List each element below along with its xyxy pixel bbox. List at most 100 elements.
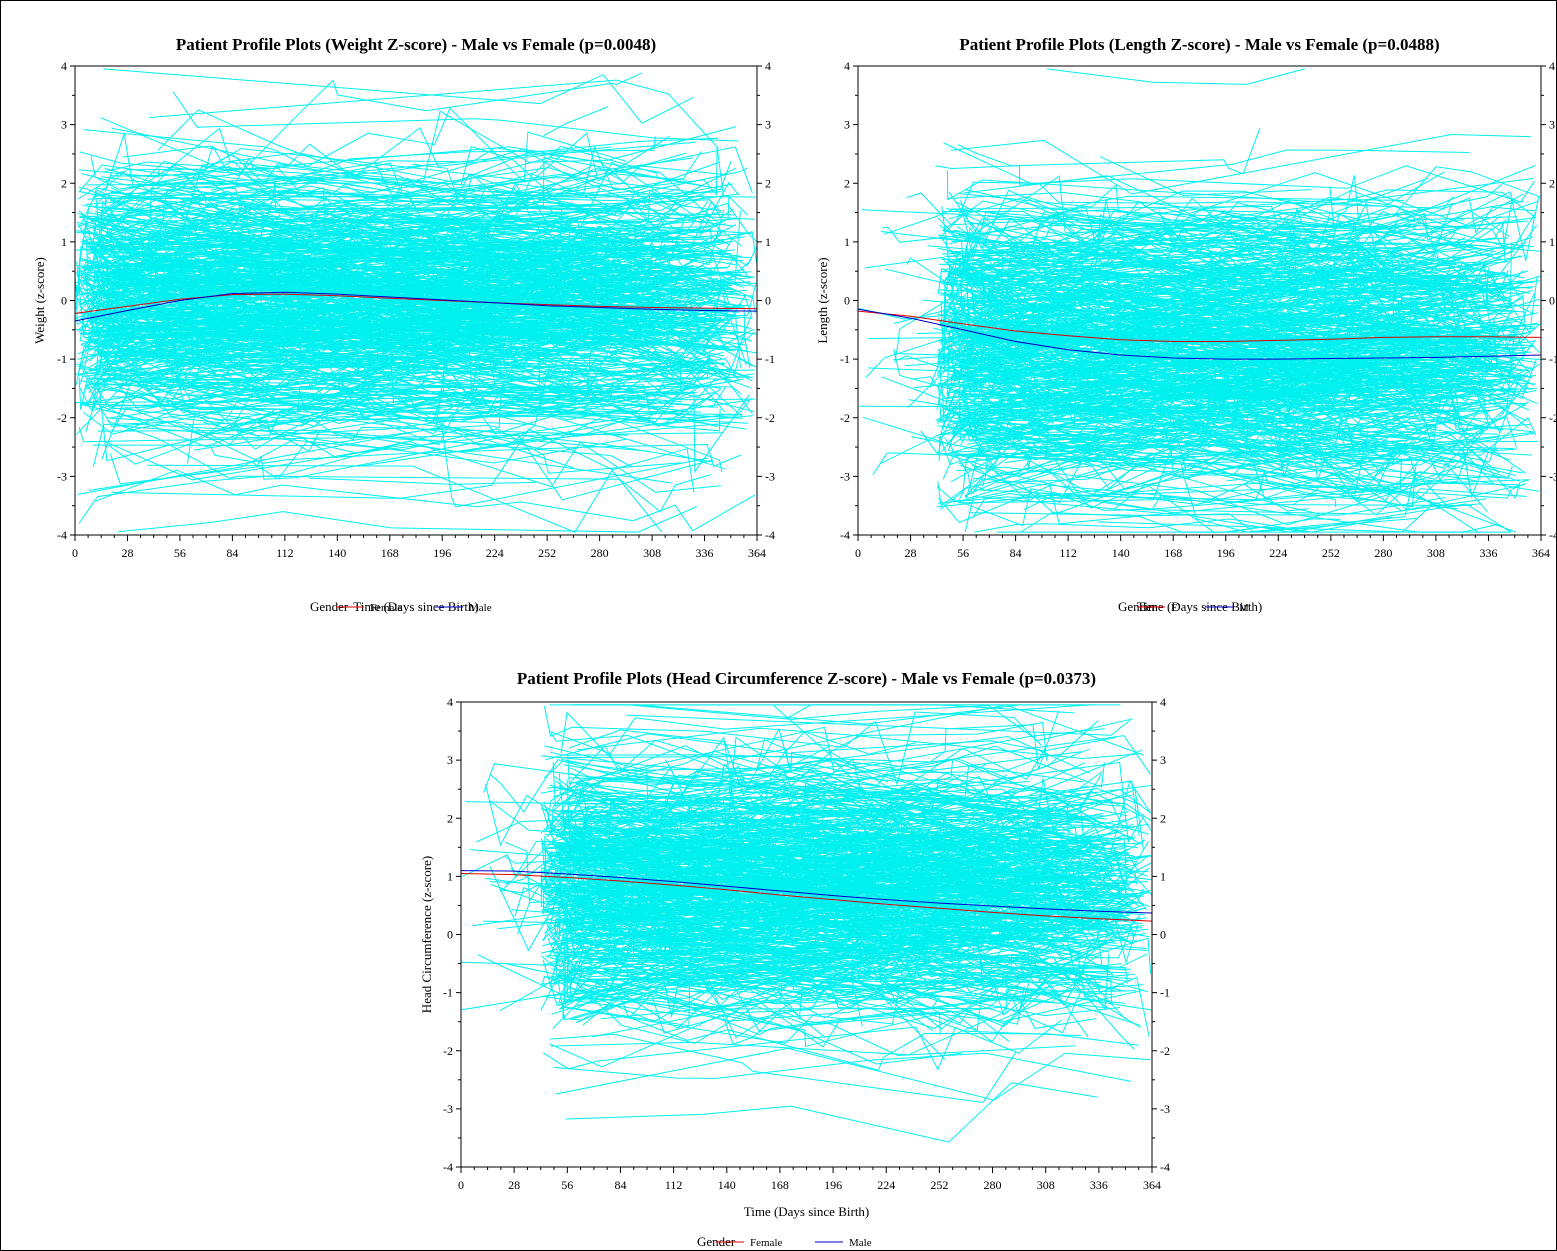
profile-line	[97, 413, 731, 453]
profile-line	[160, 369, 721, 432]
profile-line	[109, 326, 498, 374]
profile-line	[109, 313, 735, 362]
profile-line	[940, 322, 1424, 362]
y-axis-label: Weight (z-score)	[32, 257, 47, 344]
profile-line	[1112, 233, 1480, 289]
profile-line	[936, 439, 1371, 508]
chart-title: Patient Profile Plots (Weight Z-score) -…	[176, 35, 656, 54]
y-tick-label-right: 2	[1160, 811, 1166, 825]
profile-line	[269, 278, 711, 345]
profile-line	[1115, 197, 1536, 255]
profile-line	[553, 904, 1143, 934]
profile-line	[914, 373, 1324, 403]
profile-line	[556, 951, 1114, 1004]
profile-line	[558, 964, 999, 1009]
y-tick-label: 3	[844, 118, 850, 132]
profile-line	[111, 337, 740, 410]
profile-line	[549, 875, 1084, 930]
y-tick-label-right: -4	[1549, 528, 1557, 542]
profile-line	[540, 875, 1110, 1011]
profile-line	[947, 241, 1538, 335]
profile-line	[482, 896, 1127, 963]
profile-line	[628, 704, 1134, 742]
profile-line	[772, 704, 1048, 761]
profile-line	[940, 234, 1378, 326]
y-tick-label-right: 4	[1549, 59, 1555, 73]
profile-line	[551, 839, 795, 892]
x-tick-label: 56	[957, 546, 969, 560]
profile-line	[990, 362, 1452, 421]
x-tick-label: 224	[1269, 546, 1287, 560]
profile-line	[939, 280, 1401, 340]
mean-line-male	[74, 291, 758, 322]
x-tick-label: 84	[614, 1178, 626, 1192]
profile-line	[647, 767, 1105, 853]
x-tick-label: 364	[1143, 1178, 1161, 1192]
profile-line	[880, 223, 1414, 249]
profile-line	[1065, 285, 1535, 354]
profile-line	[103, 440, 672, 484]
profile-line	[642, 853, 1080, 922]
y-tick-label-right: -1	[1160, 986, 1170, 1000]
profile-line	[76, 243, 708, 296]
profile-line	[548, 934, 962, 1003]
y-tick-label: -3	[840, 469, 850, 483]
profile-line	[957, 127, 1261, 175]
profile-line	[545, 854, 1130, 897]
profile-lines	[461, 704, 1152, 1143]
profile-line	[588, 826, 1092, 855]
x-tick-label: 56	[174, 546, 186, 560]
profile-line	[950, 426, 1489, 494]
profile-line	[83, 329, 710, 384]
profile-line	[557, 755, 1088, 847]
profile-line	[78, 427, 724, 443]
profile-line	[960, 329, 1466, 376]
profile-line	[75, 231, 482, 322]
profile-line	[938, 464, 1320, 515]
profile-line	[78, 327, 684, 377]
profile-line	[549, 1010, 1076, 1068]
profile-line	[489, 796, 880, 833]
legend: Gender Female Male	[697, 1234, 872, 1249]
profile-line	[1242, 483, 1309, 512]
x-tick-label: 140	[328, 546, 346, 560]
profile-line	[562, 979, 1082, 1039]
profile-line	[942, 226, 1367, 261]
profile-line	[85, 271, 681, 335]
profile-line	[968, 377, 1367, 409]
y-tick-label-right: -4	[765, 528, 775, 542]
profile-line	[951, 412, 1332, 441]
profile-line	[683, 322, 750, 379]
profile-line	[81, 177, 574, 231]
profile-line	[1097, 521, 1512, 533]
y-tick-label-right: -1	[765, 352, 775, 366]
profile-line	[572, 778, 1103, 853]
legend: Gender Female Male	[310, 599, 492, 614]
x-tick-label: 336	[1479, 546, 1497, 560]
profile-line	[200, 137, 719, 183]
profile-line	[75, 296, 427, 358]
y-tick-label-right: 2	[1549, 176, 1555, 190]
profile-line	[553, 875, 1074, 936]
profile-line	[884, 205, 1403, 235]
y-tick-label-right: -3	[765, 469, 775, 483]
y-tick-label-right: -2	[1160, 1044, 1170, 1058]
profile-line	[204, 145, 580, 195]
profile-line	[170, 320, 543, 366]
x-axis-label: Time (Days since Birth)	[744, 1204, 870, 1219]
profile-lines	[75, 68, 757, 533]
profile-line	[88, 429, 574, 491]
profile-line	[1197, 355, 1471, 385]
profile-line	[557, 960, 1021, 1034]
profile-line	[1040, 286, 1466, 338]
profile-line	[972, 309, 1515, 347]
chart-title: Patient Profile Plots (Head Circumferenc…	[517, 669, 1096, 688]
profile-line	[543, 705, 1042, 786]
profile-line	[188, 373, 714, 421]
profile-line	[544, 833, 895, 883]
profile-line	[947, 229, 1503, 298]
profile-line	[546, 865, 1028, 933]
x-tick-label: 280	[591, 546, 609, 560]
profile-line	[95, 469, 756, 532]
profile-line	[965, 371, 1485, 432]
